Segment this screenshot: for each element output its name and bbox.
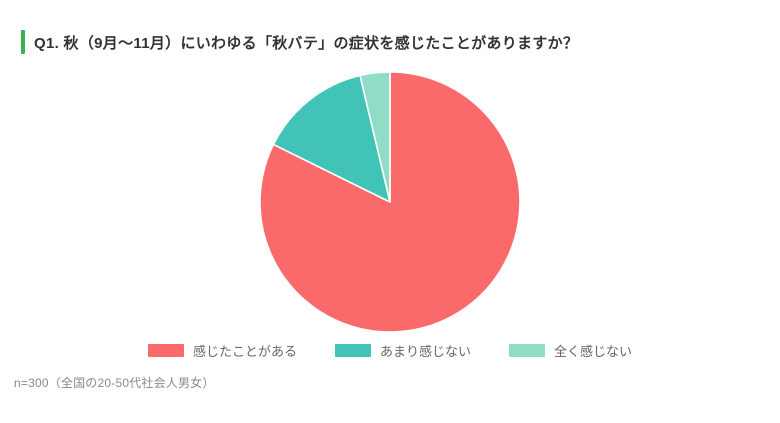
legend-item: 感じたことがある bbox=[147, 341, 297, 360]
pie-chart bbox=[255, 67, 525, 337]
sample-note: n=300（全国の20-50代社会人男女） bbox=[14, 376, 215, 390]
question-header: Q1. 秋（9月〜11月）にいわゆる「秋バテ」の症状を感じたことがありますか？ bbox=[21, 30, 578, 54]
question-title: Q1. 秋（9月〜11月）にいわゆる「秋バテ」の症状を感じたことがありますか？ bbox=[34, 34, 579, 52]
legend-swatch bbox=[147, 344, 184, 357]
chart-legend: 感じたことがある あまり感じない 全く感じない bbox=[0, 341, 780, 360]
legend-item: あまり感じない bbox=[334, 341, 471, 360]
title-accent-bar bbox=[21, 30, 25, 54]
pie-chart-svg bbox=[259, 71, 521, 333]
legend-swatch bbox=[334, 344, 371, 357]
legend-item: 全く感じない bbox=[509, 341, 632, 360]
pie-slice bbox=[359, 71, 391, 203]
pie-slice bbox=[272, 74, 391, 203]
legend-label: 全く感じない bbox=[554, 344, 633, 359]
legend-label: あまり感じない bbox=[379, 344, 471, 359]
legend-swatch bbox=[509, 344, 545, 357]
legend-label: 感じたことがある bbox=[192, 344, 297, 359]
